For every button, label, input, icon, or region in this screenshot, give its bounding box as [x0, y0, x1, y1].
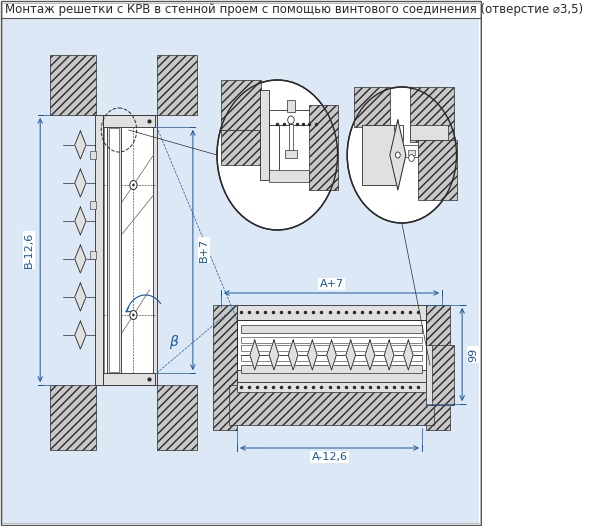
Bar	[269, 110, 317, 125]
Bar	[109, 128, 119, 372]
Polygon shape	[404, 340, 413, 370]
Polygon shape	[327, 340, 337, 370]
Bar	[90, 201, 97, 209]
Polygon shape	[75, 131, 86, 159]
Bar	[426, 305, 450, 430]
Bar	[241, 325, 422, 333]
Polygon shape	[75, 283, 86, 311]
Bar	[394, 145, 434, 157]
Bar	[107, 123, 121, 377]
Text: B+7: B+7	[199, 238, 209, 262]
Polygon shape	[269, 340, 279, 370]
Bar	[241, 355, 422, 361]
Bar	[241, 365, 422, 373]
Polygon shape	[75, 321, 86, 349]
Circle shape	[130, 310, 137, 319]
Polygon shape	[385, 340, 394, 370]
Text: A-12,6: A-12,6	[311, 452, 347, 462]
Bar	[286, 150, 296, 158]
Text: B-12,6: B-12,6	[24, 232, 34, 268]
Polygon shape	[390, 120, 406, 190]
Bar	[362, 125, 398, 185]
Polygon shape	[289, 340, 298, 370]
Bar	[90, 251, 97, 259]
Bar	[157, 385, 197, 450]
Polygon shape	[365, 340, 375, 370]
Circle shape	[132, 313, 134, 317]
Polygon shape	[308, 340, 317, 370]
Bar	[229, 385, 434, 425]
Bar	[157, 55, 197, 115]
Bar	[221, 130, 265, 165]
Circle shape	[217, 80, 338, 230]
Bar	[269, 170, 310, 182]
Text: A+7: A+7	[319, 279, 344, 289]
Bar	[237, 370, 426, 382]
Bar	[237, 382, 426, 392]
Bar	[418, 140, 457, 200]
Bar	[410, 125, 448, 140]
Bar	[103, 373, 155, 385]
Bar	[104, 117, 154, 383]
Circle shape	[132, 184, 134, 187]
Bar	[241, 345, 422, 351]
Bar	[408, 150, 415, 155]
Bar	[426, 345, 433, 405]
Polygon shape	[346, 340, 356, 370]
Text: Монтаж решетки с КРВ в стенной проем с помощью винтового соединения (отверстие ⌀: Монтаж решетки с КРВ в стенной проем с п…	[5, 4, 583, 16]
Bar	[213, 305, 237, 430]
Polygon shape	[75, 245, 86, 273]
Bar	[260, 90, 269, 180]
Text: 99: 99	[469, 347, 478, 362]
Bar	[241, 337, 422, 343]
Circle shape	[409, 155, 415, 161]
Bar	[237, 320, 426, 385]
Bar	[50, 55, 97, 115]
Circle shape	[130, 180, 137, 189]
Bar	[50, 385, 97, 450]
Circle shape	[395, 152, 400, 158]
Bar	[90, 151, 97, 159]
Bar	[103, 115, 155, 127]
Bar	[353, 87, 390, 127]
Bar	[95, 115, 103, 385]
Bar	[237, 305, 426, 320]
Text: β: β	[169, 335, 178, 349]
Bar	[394, 125, 403, 155]
Bar	[289, 124, 293, 154]
Circle shape	[347, 87, 457, 223]
Bar	[410, 87, 454, 142]
Polygon shape	[75, 169, 86, 197]
Bar	[287, 100, 295, 112]
Bar	[153, 115, 157, 385]
Bar	[269, 125, 279, 175]
Bar	[430, 345, 454, 405]
Bar	[221, 80, 261, 130]
Polygon shape	[75, 207, 86, 235]
Bar	[310, 105, 338, 190]
Bar	[103, 115, 155, 385]
Polygon shape	[250, 340, 260, 370]
Circle shape	[288, 116, 294, 124]
